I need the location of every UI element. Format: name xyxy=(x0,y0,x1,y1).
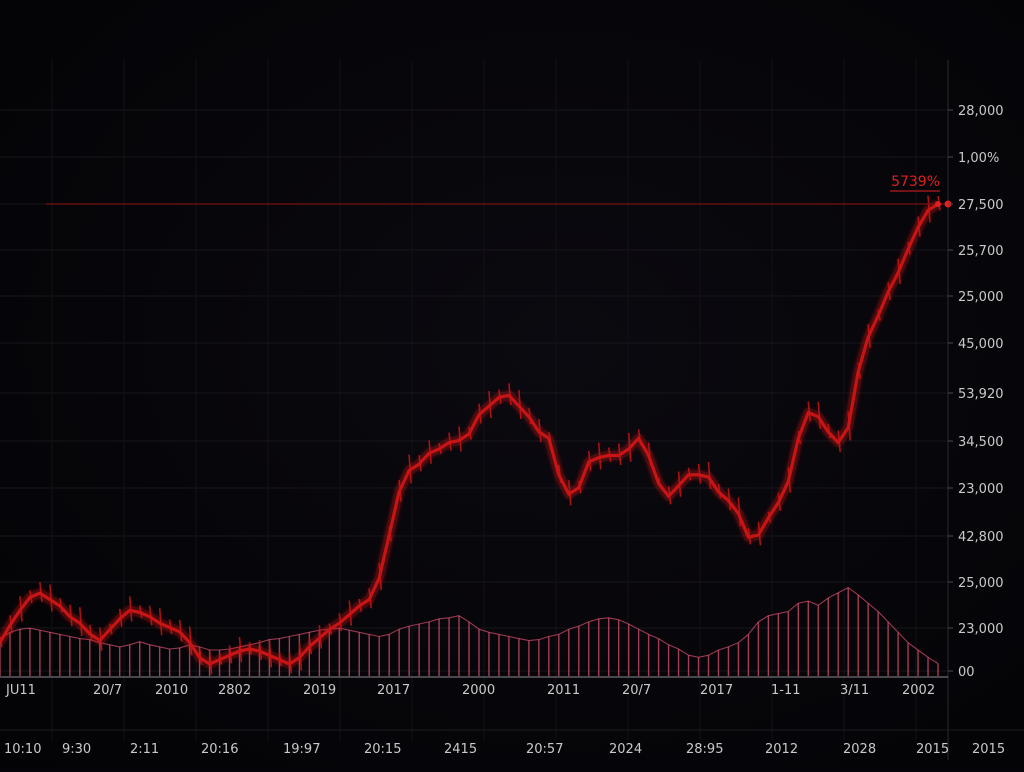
y-tick-label: 25,000 xyxy=(958,576,1004,591)
price-series xyxy=(0,195,941,675)
y-tick-label: 25,700 xyxy=(958,244,1004,259)
volume-bars xyxy=(0,586,939,676)
y-tick-label: 23,000 xyxy=(958,622,1004,637)
x-tick-label-top: 2802 xyxy=(218,683,251,698)
x-tick-label-top: 2017 xyxy=(377,683,410,698)
y-tick-label: 1,00% xyxy=(958,151,999,166)
x-tick-label-bottom: 2:11 xyxy=(130,742,159,757)
x-tick-label-top: JU11 xyxy=(5,683,36,698)
x-tick-label-bottom: 19:97 xyxy=(283,742,320,757)
x-tick-label-top: 1-11 xyxy=(771,683,801,698)
x-axis-top: JU11 20/7 2010 2802 2019 2017 2000 2011 20/7 2017… xyxy=(5,683,935,698)
y-tick-label: 25,000 xyxy=(958,290,1004,305)
y-tick-label: 53,920 xyxy=(958,387,1004,402)
y-tick-label: 28,000 xyxy=(958,104,1004,119)
x-tick-label-bottom: 20:57 xyxy=(526,742,563,757)
x-tick-label-top: 20/7 xyxy=(622,683,651,698)
y-axis: 28,000 1,00% 27,500 25,700 25,000 45,000 53,92… xyxy=(948,104,1004,680)
x-tick-label-bottom: 2028 xyxy=(843,742,876,757)
x-tick-label-top: 2010 xyxy=(155,683,188,698)
last-value-label: 5739% xyxy=(891,174,940,190)
x-tick-label-bottom: 2415 xyxy=(444,742,477,757)
x-tick-label-top: 2000 xyxy=(462,683,495,698)
chart-grid xyxy=(0,60,1024,760)
y-tick-label: 23,000 xyxy=(958,482,1004,497)
x-tick-label-top: 3/11 xyxy=(840,683,869,698)
x-tick-label-bottom: 2024 xyxy=(609,742,642,757)
x-tick-label-top: 2019 xyxy=(303,683,336,698)
y-tick-label: 27,500 xyxy=(958,198,1004,213)
x-tick-label-bottom: 2012 xyxy=(765,742,798,757)
y-tick-label: 45,000 xyxy=(958,337,1004,352)
x-tick-label-bottom: 20:16 xyxy=(201,742,238,757)
x-tick-label-top: 2002 xyxy=(902,683,935,698)
x-tick-label-bottom: 28:95 xyxy=(686,742,723,757)
x-tick-label-top: 20/7 xyxy=(93,683,122,698)
x-tick-label-bottom: 10:10 xyxy=(4,742,41,757)
y-tick-label: 34,500 xyxy=(958,435,1004,450)
x-tick-label-bottom: 2015 xyxy=(916,742,949,757)
x-tick-label-top: 2011 xyxy=(547,683,580,698)
x-axis-bottom: 10:10 9:30 2:11 20:16 19:97 20:15 2415 20:57 202… xyxy=(4,742,1005,757)
x-tick-label-top: 2017 xyxy=(700,683,733,698)
price-line xyxy=(0,202,939,666)
y-tick-label: 42,800 xyxy=(958,530,1004,545)
x-tick-label-bottom: 20:15 xyxy=(364,742,401,757)
series-end-dot xyxy=(935,201,941,207)
volume-envelope xyxy=(0,586,939,664)
chart-overlay: 5739% xyxy=(46,174,952,208)
y-tick-label: 00 xyxy=(958,665,975,680)
price-noise xyxy=(0,195,941,675)
x-tick-label-bottom: 2015 xyxy=(972,742,1005,757)
x-tick-label-bottom: 9:30 xyxy=(62,742,91,757)
